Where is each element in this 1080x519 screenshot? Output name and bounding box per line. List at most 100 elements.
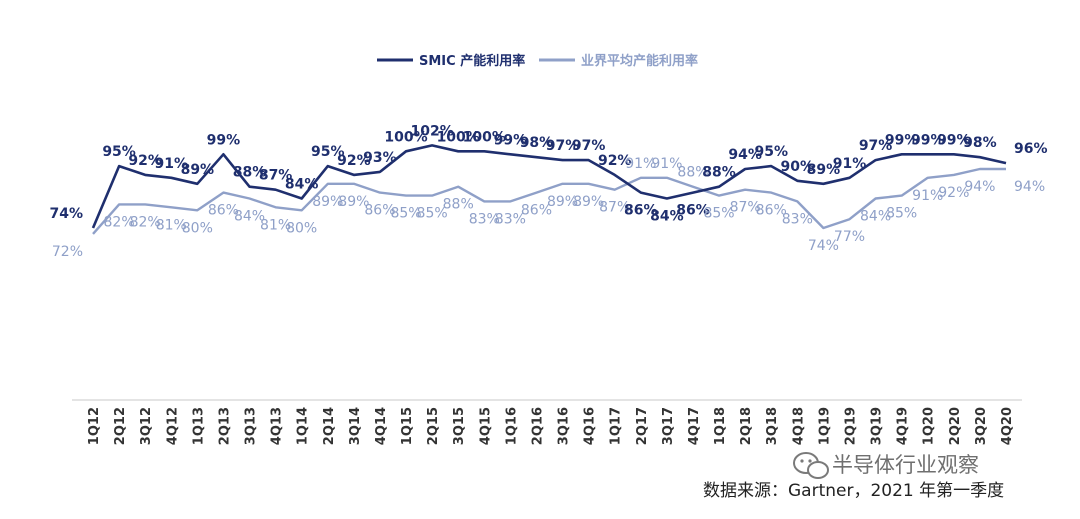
x-tick-label: 2Q19 <box>843 407 858 445</box>
smic-data-label: 94% <box>728 147 762 163</box>
x-tick-label: 3Q17 <box>661 407 676 445</box>
industry-data-label: 84% <box>234 209 265 225</box>
x-tick-label: 1Q12 <box>87 407 102 445</box>
x-tick-label: 3Q19 <box>870 407 885 445</box>
x-tick-label: 3Q20 <box>974 407 989 445</box>
industry-data-label: 88% <box>677 165 708 181</box>
x-axis-ticks: 1Q12 2Q12 3Q12 4Q12 1Q13 2Q13 3Q13 4Q13 1Q14 2Q14… <box>87 407 1015 445</box>
smic-data-label: 84% <box>650 209 684 225</box>
x-tick-label: 4Q16 <box>583 407 598 445</box>
smic-data-label: 93% <box>363 150 397 166</box>
watermark: 半导体行业观察 <box>793 452 979 479</box>
industry-data-label: 85% <box>886 206 917 222</box>
smic-data-label: 95% <box>754 144 788 160</box>
industry-data-label: 89% <box>573 194 604 210</box>
industry-data-label: 85% <box>417 206 448 222</box>
smic-data-label: 97% <box>546 138 580 154</box>
smic-data-label: 87% <box>259 168 293 184</box>
industry-data-label: 81% <box>260 217 291 233</box>
watermark-text: 半导体行业观察 <box>832 453 979 477</box>
industry-data-label: 83% <box>469 211 500 227</box>
x-tick-label: 4Q20 <box>1000 407 1015 445</box>
x-tick-label: 4Q18 <box>791 407 806 445</box>
smic-data-label: 100% <box>437 129 480 145</box>
x-tick-label: 4Q14 <box>374 407 389 445</box>
x-tick-label: 2Q18 <box>739 407 754 445</box>
industry-data-label: 89% <box>338 194 369 210</box>
industry-data-label: 86% <box>208 203 239 219</box>
smic-data-label: 96% <box>1014 141 1048 157</box>
smic-data-label: 97% <box>572 138 606 154</box>
industry-data-label: 80% <box>286 220 317 236</box>
smic-data-label: 74% <box>49 206 83 222</box>
industry-data-label: 80% <box>182 220 213 236</box>
x-tick-label: 1Q16 <box>504 407 519 445</box>
x-tick-label: 3Q13 <box>244 407 259 445</box>
industry-data-label: 81% <box>156 217 187 233</box>
industry-data-label: 89% <box>312 194 343 210</box>
legend-label-0: SMIC 产能利用率 <box>419 53 525 69</box>
x-tick-label: 2Q12 <box>113 407 128 445</box>
smic-data-label: 92% <box>337 153 371 169</box>
series-line-0 <box>91 144 1007 229</box>
x-tick-label: 4Q17 <box>687 407 702 445</box>
industry-data-label: 88% <box>443 197 474 213</box>
x-tick-label: 1Q18 <box>713 407 728 445</box>
x-tick-label: 2Q13 <box>217 407 232 445</box>
industry-data-label: 94% <box>1014 179 1045 195</box>
industry-data-label: 87% <box>730 200 761 216</box>
x-tick-label: 3Q18 <box>765 407 780 445</box>
smic-data-label: 99% <box>207 132 241 148</box>
industry-data-label: 87% <box>599 200 630 216</box>
smic-data-label: 84% <box>285 177 319 193</box>
smic-data-label: 88% <box>702 165 736 181</box>
smic-data-label: 98% <box>520 135 554 151</box>
smic-data-label: 100% <box>463 129 506 145</box>
x-tick-label: 4Q13 <box>270 407 285 445</box>
smic-data-label: 86% <box>676 203 710 219</box>
smic-data-label: 91% <box>833 156 867 172</box>
x-tick-label: 3Q16 <box>557 407 572 445</box>
x-tick-label: 1Q15 <box>400 407 415 445</box>
industry-data-label: 89% <box>547 194 578 210</box>
x-tick-label: 2Q16 <box>530 407 545 445</box>
series-lines <box>91 144 1007 235</box>
x-tick-label: 1Q20 <box>922 407 937 445</box>
industry-data-label: 92% <box>938 185 969 201</box>
x-tick-label: 3Q14 <box>348 407 363 445</box>
industry-data-label: 91% <box>625 156 656 172</box>
x-tick-label: 4Q12 <box>165 407 180 445</box>
x-tick-label: 1Q17 <box>609 407 624 445</box>
x-tick-label: 4Q19 <box>896 407 911 445</box>
smic-data-label: 99% <box>911 132 945 148</box>
x-tick-label: 1Q19 <box>817 407 832 445</box>
industry-data-label: 85% <box>390 206 421 222</box>
x-tick-label: 1Q14 <box>296 407 311 445</box>
smic-data-label: 92% <box>128 153 162 169</box>
x-tick-label: 2Q15 <box>426 407 441 445</box>
smic-data-label: 99% <box>885 132 919 148</box>
x-tick-label: 2Q14 <box>322 407 337 445</box>
smic-data-label: 89% <box>807 162 841 178</box>
smic-data-label: 102% <box>410 123 453 139</box>
x-tick-label: 1Q13 <box>191 407 206 445</box>
industry-data-label: 83% <box>495 211 526 227</box>
legend-label-1: 业界平均产能利用率 <box>581 53 698 69</box>
x-tick-label: 2Q20 <box>948 407 963 445</box>
smic-data-label: 86% <box>624 203 658 219</box>
industry-data-label: 82% <box>104 214 135 230</box>
smic-data-label: 98% <box>963 135 997 151</box>
industry-data-label: 94% <box>964 179 995 195</box>
smic-data-label: 99% <box>494 132 528 148</box>
industry-data-label: 91% <box>912 188 943 204</box>
industry-data-label: 84% <box>860 209 891 225</box>
x-tick-label: 3Q12 <box>139 407 154 445</box>
x-tick-label: 3Q15 <box>452 407 467 445</box>
smic-data-label: 91% <box>154 156 188 172</box>
smic-data-label: 100% <box>384 129 427 145</box>
smic-data-label: 89% <box>181 162 215 178</box>
x-tick-label: 4Q15 <box>478 407 493 445</box>
smic-data-label: 97% <box>859 138 893 154</box>
legend: SMIC 产能利用率 业界平均产能利用率 <box>377 53 698 69</box>
